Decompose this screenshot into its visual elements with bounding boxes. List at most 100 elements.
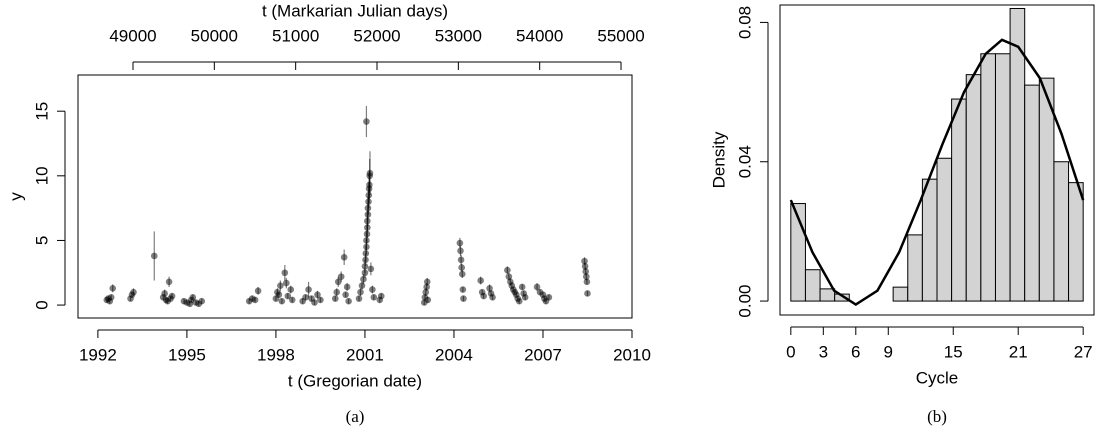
point: [345, 297, 352, 305]
caption: (a): [346, 407, 365, 426]
y-tick-label: 10: [32, 166, 51, 185]
point: [581, 262, 589, 270]
point: [515, 297, 523, 305]
y-tick-label: 0.08: [735, 6, 754, 39]
point: [317, 296, 324, 304]
point: [302, 294, 309, 301]
y-axis-label: y: [6, 192, 25, 201]
point: [281, 269, 289, 277]
point: [457, 247, 464, 255]
point: [334, 278, 342, 286]
point: [337, 273, 345, 280]
point: [311, 299, 318, 306]
x-tick-label: 15: [944, 342, 963, 361]
point: [582, 268, 590, 275]
point: [168, 292, 176, 300]
point: [254, 287, 262, 295]
point: [109, 284, 117, 292]
point: [107, 294, 115, 301]
point: [342, 291, 349, 299]
bar: [804, 269, 821, 302]
x-tick-label: 3: [819, 342, 828, 361]
y-tick-label: 0.00: [735, 285, 754, 318]
point: [340, 253, 348, 261]
point: [583, 278, 591, 286]
point: [363, 118, 370, 125]
point: [287, 286, 295, 293]
point: [251, 296, 259, 304]
bar: [994, 53, 1011, 302]
x-tick-label: 2004: [435, 345, 473, 364]
x-tick-label: 1995: [168, 345, 206, 364]
point: [283, 279, 290, 287]
point: [504, 266, 511, 274]
point: [518, 283, 526, 291]
x2-tick-label: 51000: [272, 26, 319, 45]
point: [521, 294, 529, 301]
y-tick-label: 15: [32, 102, 51, 121]
x2-tick-label: 50000: [191, 26, 238, 45]
point: [284, 292, 292, 300]
point: [489, 294, 496, 301]
x-tick-label: 27: [1074, 342, 1093, 361]
y-tick-label: 0.04: [735, 145, 754, 178]
x2-tick-label: 55000: [597, 26, 644, 45]
point: [456, 239, 464, 247]
point: [358, 282, 366, 289]
x2-tick-label: 54000: [516, 26, 563, 45]
bar: [980, 53, 996, 302]
point: [370, 294, 378, 301]
point: [331, 295, 339, 302]
bar: [819, 288, 836, 302]
point: [161, 290, 168, 297]
bar: [951, 98, 967, 302]
plot-box: [77, 74, 633, 319]
point: [583, 273, 590, 280]
bar: [936, 157, 953, 302]
x-tick-label: 2007: [524, 345, 562, 364]
x2-tick-label: 52000: [353, 26, 400, 45]
bar: [965, 74, 982, 302]
point: [545, 294, 553, 301]
point: [333, 288, 341, 296]
plot-box: [779, 4, 1095, 316]
point: [198, 297, 206, 305]
bar: [921, 178, 938, 302]
x-tick-label: 2001: [346, 345, 384, 364]
point: [165, 278, 173, 286]
point: [305, 286, 312, 293]
point: [486, 284, 493, 292]
caption: (b): [927, 407, 947, 426]
point: [424, 296, 432, 304]
x-axis-label: Cycle: [916, 368, 959, 387]
point: [584, 290, 591, 297]
point: [278, 297, 286, 305]
point: [458, 264, 465, 271]
point: [314, 291, 321, 299]
point: [361, 269, 369, 277]
x2-tick-label: 53000: [435, 26, 482, 45]
bar: [1068, 182, 1084, 302]
bar: [1053, 161, 1070, 302]
point: [367, 265, 375, 273]
point: [130, 288, 137, 296]
point: [366, 169, 374, 177]
y-tick-label: 0: [32, 300, 51, 309]
point: [275, 291, 283, 299]
x-tick-label: 1992: [79, 345, 117, 364]
point: [423, 278, 431, 286]
point: [460, 295, 467, 302]
x2-axis-label: t (Markarian Julian days): [262, 1, 448, 20]
x-axis-label: t (Gregorian date): [288, 371, 422, 390]
y-axis-label: Density: [709, 131, 728, 188]
point: [288, 296, 296, 304]
bar: [892, 286, 909, 302]
x-tick-label: 9: [884, 342, 893, 361]
x-tick-label: 6: [851, 342, 860, 361]
x-tick-label: 21: [1009, 342, 1028, 361]
x2-tick-label: 49000: [109, 26, 156, 45]
point: [355, 295, 363, 302]
point: [422, 288, 430, 296]
point: [361, 262, 369, 270]
point: [480, 292, 487, 300]
